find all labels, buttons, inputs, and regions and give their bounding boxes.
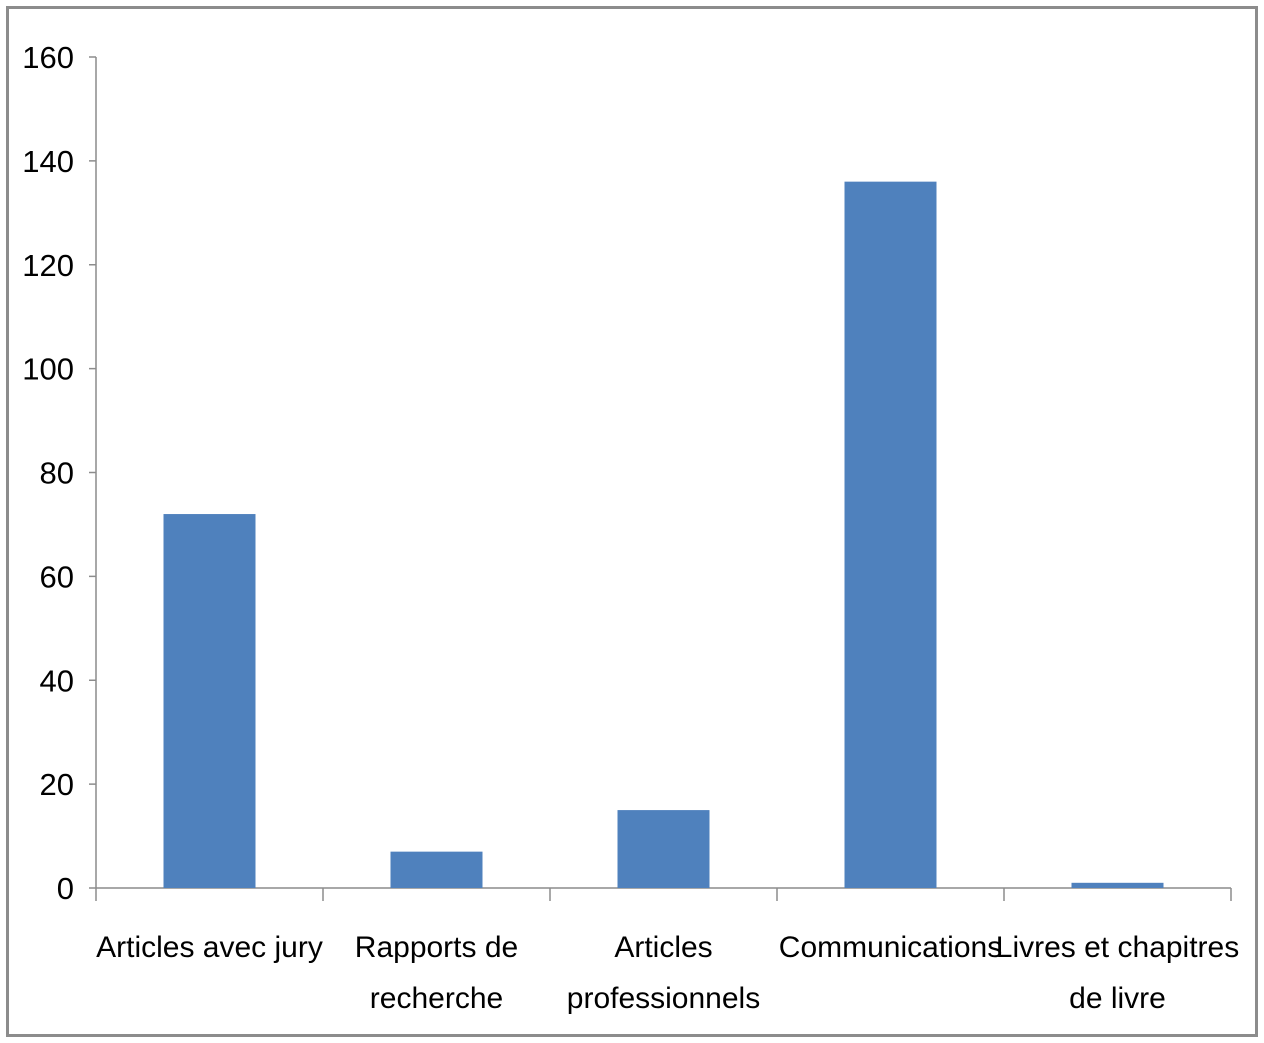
x-category-label-line: professionnels (567, 982, 760, 1015)
x-category-label-line: de livre (1069, 982, 1166, 1015)
x-category-label: Rapports de recherche (355, 931, 518, 1015)
x-category-label: Livres et chapitres de livre (996, 931, 1239, 1015)
axes (89, 56, 1232, 901)
x-category-label-line: Rapports de (355, 931, 518, 964)
y-tick-label: 20 (40, 767, 74, 802)
x-category-label-line: Livres et chapitres (996, 931, 1239, 964)
y-tick-label: 160 (22, 40, 74, 75)
chart-frame: 0 20 40 60 80 100 120 140 160 Articles avec jury… (6, 6, 1258, 1037)
bar (163, 514, 256, 888)
bar (617, 810, 710, 888)
y-tick-label: 0 (57, 871, 74, 906)
y-tick-label: 60 (40, 559, 74, 594)
bar (844, 181, 937, 888)
x-category-label: Articles professionnels (567, 931, 760, 1015)
y-tick-label: 120 (22, 248, 74, 283)
x-category-label-line: Articles avec jury (96, 931, 323, 964)
bar (1071, 882, 1164, 888)
bar (390, 851, 483, 888)
y-tick-label: 100 (22, 352, 74, 387)
y-tick-label: 140 (22, 144, 74, 179)
x-category-label: Articles avec jury (96, 931, 323, 964)
y-tick-label: 40 (40, 663, 74, 698)
bars (163, 181, 1164, 888)
x-category-label-line: recherche (370, 982, 503, 1015)
x-category-label-line: Communications (779, 931, 1002, 964)
y-tick-label: 80 (40, 456, 74, 491)
x-category-label-line: Articles (614, 931, 712, 964)
x-category-labels: Articles avec jury Rapports de recherche Ar… (96, 931, 1239, 1015)
x-category-label: Communications (779, 931, 1002, 964)
y-tick-labels: 0 20 40 60 80 100 120 140 160 (22, 40, 74, 906)
